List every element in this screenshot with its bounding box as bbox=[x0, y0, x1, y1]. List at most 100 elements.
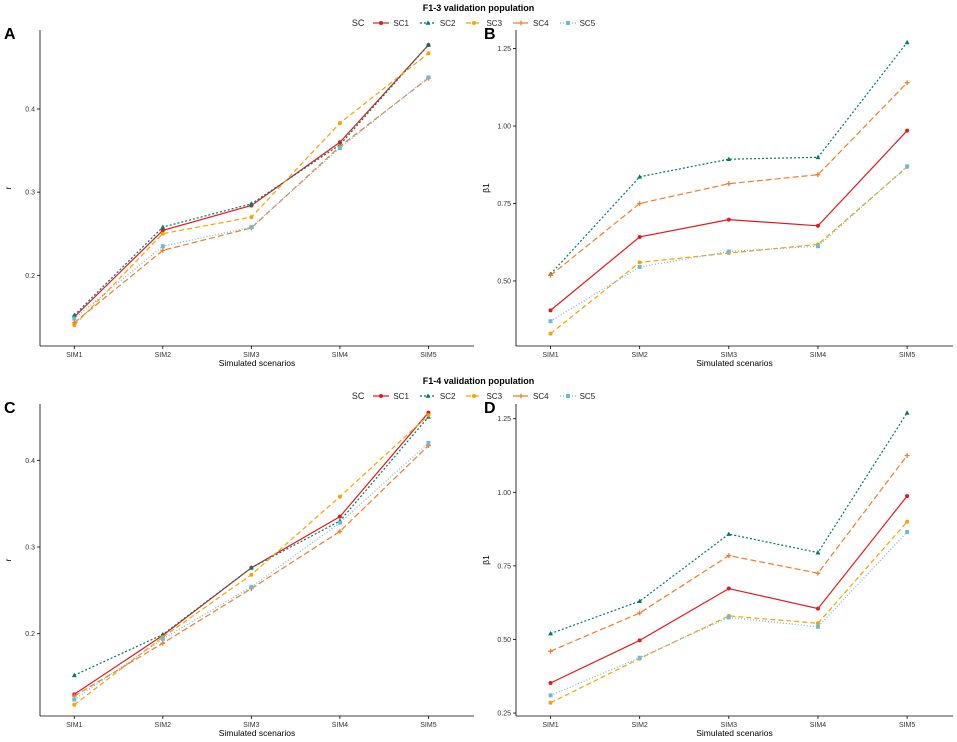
y-tick-label: 1.25 bbox=[497, 416, 511, 423]
series-line-sc3 bbox=[73, 414, 429, 706]
legend-item-sc5: SC5 bbox=[559, 18, 596, 28]
legend-marker bbox=[565, 21, 570, 25]
panel-letter-b: B bbox=[484, 26, 496, 43]
series-line-sc2 bbox=[550, 42, 908, 275]
legend-label: SC1 bbox=[393, 391, 409, 401]
y-tick-label: 0.2 bbox=[25, 631, 35, 638]
data-point-sc4 bbox=[548, 272, 553, 278]
data-point-sc5 bbox=[815, 244, 820, 249]
y-tick-label: 0.4 bbox=[25, 107, 35, 114]
x-tick-label: SIM2 bbox=[631, 352, 647, 359]
data-point-sc2 bbox=[815, 550, 821, 555]
data-point-sc2 bbox=[426, 42, 431, 47]
series-sc3 bbox=[548, 519, 910, 705]
legend-label: SC5 bbox=[579, 391, 596, 401]
y-axis-label: r bbox=[3, 186, 13, 189]
legend-label: SC5 bbox=[579, 18, 596, 28]
series-sc2 bbox=[71, 414, 431, 678]
data-point-sc1 bbox=[905, 494, 910, 499]
chart-panel-c: 0.2 0.3 0.4 SIM1 SIM2 SIM3 SIM4 SIM5 Simulated s… bbox=[3, 404, 474, 738]
series-sc3 bbox=[72, 51, 431, 328]
data-point-sc4 bbox=[637, 201, 643, 206]
data-point-sc3 bbox=[337, 494, 342, 499]
series-sc2 bbox=[548, 39, 910, 276]
data-point-sc5 bbox=[337, 520, 342, 525]
data-point-sc2 bbox=[71, 312, 77, 318]
data-point-sc4 bbox=[637, 610, 643, 616]
data-point-sc3 bbox=[548, 700, 553, 705]
y-tick-label: 0.75 bbox=[497, 563, 511, 570]
y-axis-label: β1 bbox=[481, 555, 491, 565]
y-tick-label: 1.00 bbox=[497, 490, 511, 497]
series-sc1 bbox=[548, 494, 910, 686]
series-line-sc5 bbox=[550, 531, 908, 696]
x-tick-label: SIM3 bbox=[243, 352, 259, 359]
x-tick-label: SIM1 bbox=[542, 352, 558, 359]
legend-marker bbox=[472, 21, 477, 25]
series-sc5 bbox=[72, 441, 431, 702]
chart-panel-b: 0.50 0.75 1.00 1.25 SIM1 SIM2 SIM3 SIM4 SIM5 Simu… bbox=[481, 30, 953, 368]
data-point-sc1 bbox=[637, 638, 642, 643]
data-point-sc2 bbox=[160, 631, 166, 637]
legend-swatch-sc3 bbox=[466, 21, 483, 25]
legend-swatch-sc2 bbox=[419, 20, 436, 25]
data-point-sc5 bbox=[426, 441, 431, 445]
legend-label: SC1 bbox=[393, 18, 409, 28]
section-title-f1-4: F1-4 validation population bbox=[422, 376, 535, 386]
data-point-sc1 bbox=[905, 128, 910, 133]
legend-title: SC bbox=[351, 18, 365, 28]
data-point-sc2 bbox=[637, 174, 643, 179]
data-point-sc2 bbox=[726, 156, 732, 161]
y-tick-label: 0.3 bbox=[25, 545, 35, 552]
data-point-sc2 bbox=[726, 531, 732, 536]
data-point-sc1 bbox=[815, 223, 820, 228]
x-axis-label: Simulated scenarios bbox=[696, 358, 773, 368]
legend-item-sc1: SC1 bbox=[372, 18, 409, 28]
legend-item-sc3: SC3 bbox=[465, 391, 502, 401]
data-point-sc4 bbox=[71, 320, 77, 326]
legend-label: SC2 bbox=[439, 18, 456, 28]
data-point-sc2 bbox=[637, 598, 643, 604]
legend-marker bbox=[518, 393, 524, 399]
data-point-sc2 bbox=[160, 224, 166, 229]
legend-swatch-sc2 bbox=[419, 393, 436, 398]
x-tick-label: SIM5 bbox=[899, 722, 915, 729]
legend-item-sc4: SC4 bbox=[512, 391, 549, 401]
data-point-sc5 bbox=[249, 225, 254, 230]
data-point-sc4 bbox=[160, 247, 166, 253]
data-point-sc2 bbox=[248, 565, 254, 570]
data-point-sc5 bbox=[637, 265, 642, 269]
series-sc4 bbox=[548, 80, 910, 278]
x-tick-label: SIM4 bbox=[810, 722, 826, 729]
data-point-sc5 bbox=[548, 693, 553, 698]
data-point-sc4 bbox=[337, 529, 343, 534]
y-axis-label: β1 bbox=[481, 183, 491, 193]
data-point-sc1 bbox=[337, 514, 342, 519]
x-tick-label: SIM4 bbox=[810, 352, 826, 359]
legend-marker bbox=[425, 393, 431, 398]
data-point-sc5 bbox=[160, 244, 165, 249]
legend-label: SC2 bbox=[439, 391, 456, 401]
data-point-sc4 bbox=[815, 570, 821, 576]
data-point-sc3 bbox=[249, 215, 254, 220]
data-point-sc1 bbox=[726, 586, 731, 591]
x-tick-label: SIM2 bbox=[631, 722, 647, 729]
x-axis-label: Simulated scenarios bbox=[696, 728, 773, 738]
data-point-sc1 bbox=[815, 606, 820, 611]
data-point-sc1 bbox=[548, 308, 553, 313]
data-point-sc2 bbox=[548, 630, 553, 636]
data-point-sc5 bbox=[548, 319, 553, 324]
legend-marker bbox=[379, 394, 384, 398]
data-point-sc3 bbox=[72, 702, 77, 707]
x-tick-label: SIM1 bbox=[542, 722, 558, 729]
axes: 0.2 0.3 0.4 SIM1 SIM2 SIM3 SIM4 SIM5 Simulated s… bbox=[3, 404, 474, 738]
legend-label: SC3 bbox=[486, 391, 503, 401]
series-sc5 bbox=[72, 75, 431, 321]
data-point-sc2 bbox=[815, 154, 821, 160]
panel-letter-d: D bbox=[484, 400, 496, 417]
x-tick-label: SIM5 bbox=[420, 722, 436, 729]
series-line-sc2 bbox=[73, 44, 429, 316]
series-sc3 bbox=[72, 413, 431, 707]
legend-swatch-sc4 bbox=[513, 20, 530, 26]
legend-item-sc1: SC1 bbox=[372, 391, 409, 401]
